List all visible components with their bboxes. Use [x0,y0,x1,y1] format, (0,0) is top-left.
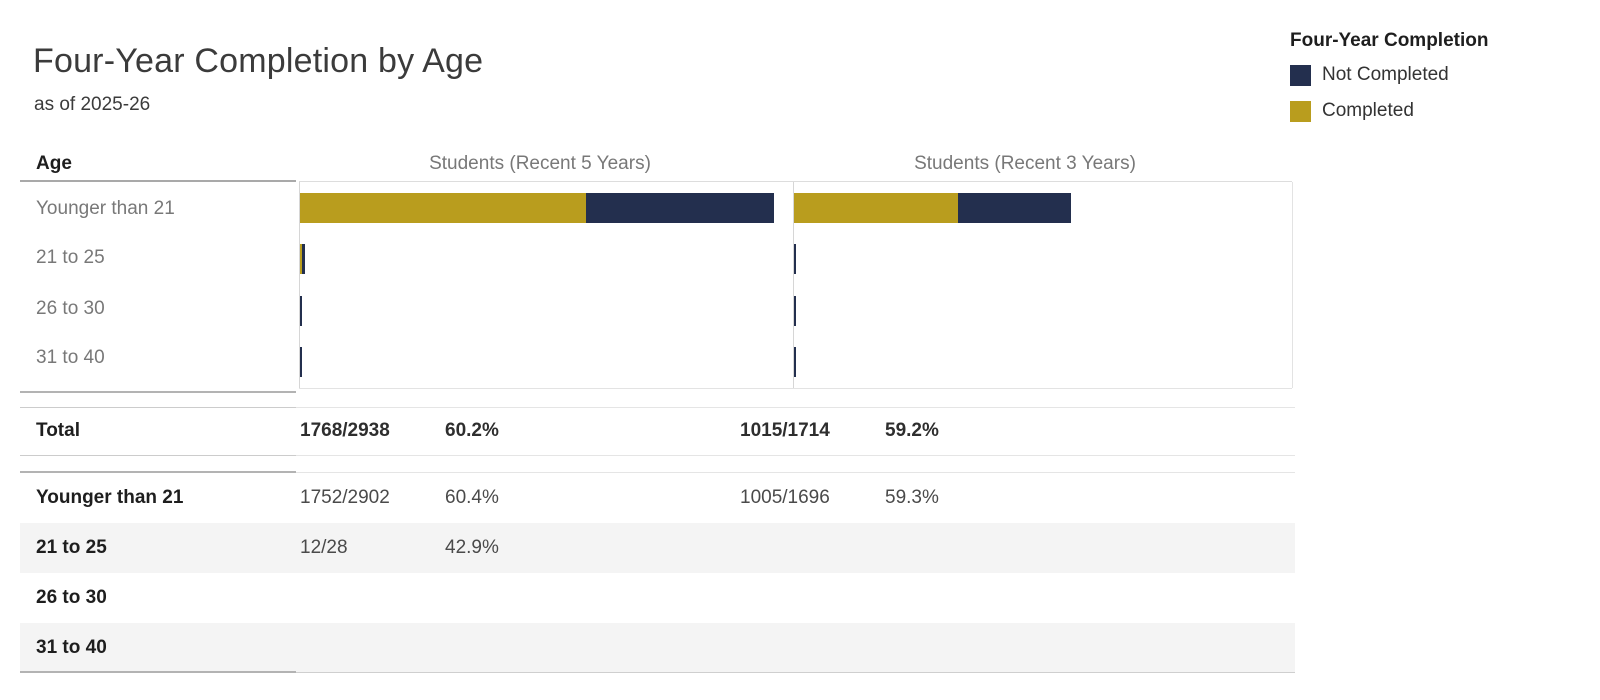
bar-segment-not-completed[interactable] [300,295,302,326]
legend-item-completed[interactable]: Completed [1290,100,1570,122]
total-ratio-panel-2[interactable]: 1015/1714 [740,420,830,441]
legend-item-not-completed[interactable]: Not Completed [1290,64,1570,86]
row-label-26-to-30: 26 to 30 [36,587,107,608]
legend-item-label: Not Completed [1322,64,1449,85]
bar-row [794,285,1292,337]
row-stripe [20,523,1295,573]
bar-row [300,337,786,389]
row-ratio[interactable]: 1005/1696 [740,487,830,508]
row-pct[interactable]: 42.9% [445,537,499,558]
bar-segment-not-completed[interactable] [300,347,302,378]
page-title: Four-Year Completion by Age [33,42,484,80]
panel-1-header: Students (Recent 5 Years) [429,153,651,174]
chart-panel-recent-5-years [300,182,786,388]
age-column-header: Age [36,153,72,174]
row-ratio[interactable]: 12/28 [300,537,348,558]
table-top-divider [20,471,296,473]
total-row-label: Total [36,420,80,441]
chart-panel-recent-3-years [794,182,1292,388]
table-bottom-divider [20,671,296,673]
total-bottom-divider [20,455,296,456]
bar-row [300,285,786,337]
age-header-divider [20,180,296,182]
bar-segment-not-completed[interactable] [794,347,796,378]
row-pct[interactable]: 60.4% [445,487,499,508]
bar-segment-not-completed[interactable] [794,295,796,326]
chart-row-label: Younger than 21 [36,198,175,219]
bar-segment-completed[interactable] [300,244,302,275]
total-pct-panel-2[interactable]: 59.2% [885,420,939,441]
completed-swatch-icon [1290,100,1311,122]
total-pct-panel-1[interactable]: 60.2% [445,420,499,441]
bar-segment-not-completed[interactable] [586,192,775,223]
bar-segment-completed[interactable] [794,192,959,223]
row-ratio[interactable]: 1752/2902 [300,487,390,508]
chart-row-label: 31 to 40 [36,347,105,368]
panel-2-axis-line [793,182,794,388]
legend-item-label: Completed [1322,100,1414,121]
table-bottom-divider-right [296,672,1295,673]
row-label-31-to-40: 31 to 40 [36,637,107,658]
total-top-divider [20,407,296,408]
bar-row [794,337,1292,389]
bar-row [794,182,1292,234]
row-pct[interactable]: 59.3% [885,487,939,508]
page-subtitle: as of 2025-26 [34,94,151,115]
row-label-21-to-25: 21 to 25 [36,537,107,558]
row-stripe [20,623,1295,673]
bar-row [794,234,1292,286]
chart-row-label: 26 to 30 [36,298,105,319]
chart-top-border [299,181,1292,182]
bar-row [300,182,786,234]
bar-segment-not-completed[interactable] [794,244,796,275]
table-top-divider-right [296,472,1295,473]
chart-right-border [1292,182,1293,388]
not-completed-swatch-icon [1290,64,1311,86]
total-ratio-panel-1[interactable]: 1768/2938 [300,420,390,441]
chart-row-label: 21 to 25 [36,247,105,268]
panel-2-header: Students (Recent 3 Years) [914,153,1136,174]
row-label-younger-than-21: Younger than 21 [36,487,184,508]
chart-bottom-border [299,388,1292,389]
total-top-divider-right [296,407,1295,408]
legend-title: Four-Year Completion [1290,30,1489,51]
bar-row [300,234,786,286]
panel-1-axis-line [299,182,300,388]
total-bottom-divider-right [296,455,1295,456]
bar-segment-completed[interactable] [300,192,587,223]
bar-segment-not-completed[interactable] [301,244,305,275]
label-column-bottom-divider [20,391,296,393]
bar-segment-not-completed[interactable] [958,192,1072,223]
legend: Four-Year Completion Not Completed Compl… [1290,30,1570,136]
